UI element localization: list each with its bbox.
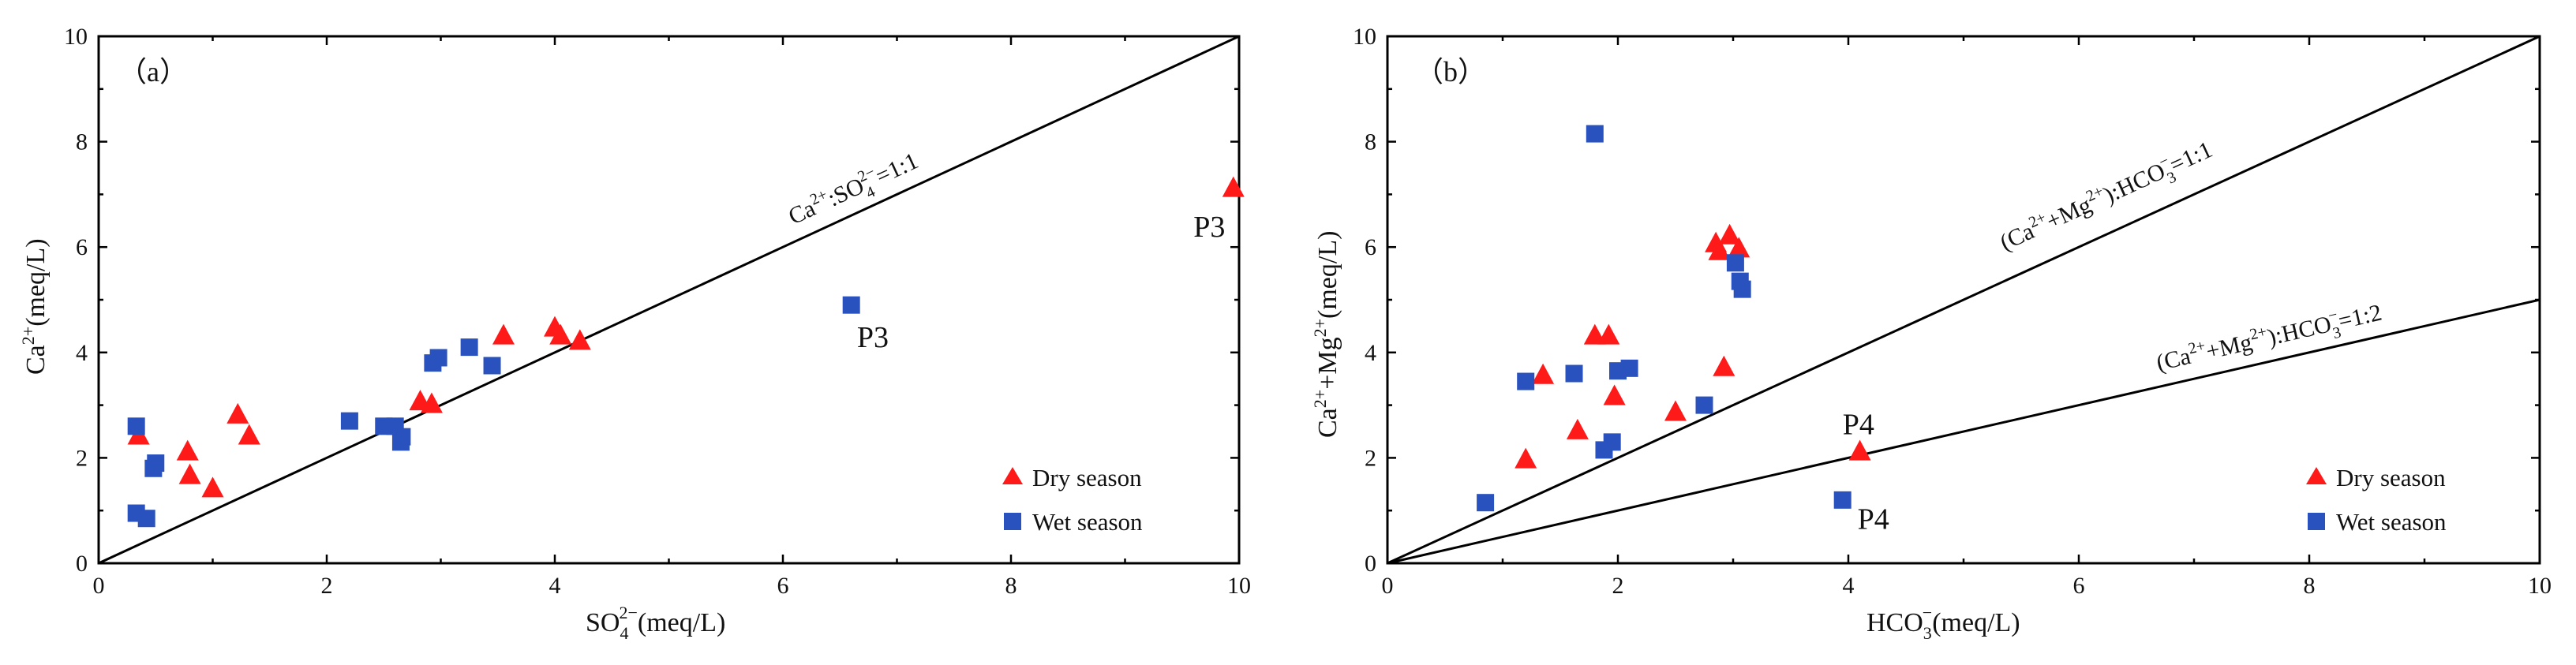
wet-season-point	[1695, 396, 1713, 414]
dry-season-point	[1664, 400, 1687, 421]
reference-lines-b	[1387, 35, 2540, 565]
wet-season-point	[483, 357, 501, 375]
wet-season-point	[1833, 491, 1852, 509]
wet-season-point	[1726, 254, 1744, 272]
dry-season-point	[238, 424, 260, 445]
dry-season-point	[1728, 237, 1750, 258]
ticks-a: 0 2 4 6 8 10 0 2 4 6 8 10	[64, 24, 1251, 599]
wet-season-point	[1565, 364, 1583, 383]
dry-season-point	[420, 392, 443, 413]
x-tick-label: 6	[777, 573, 789, 599]
wet-season-point	[127, 417, 145, 435]
dry-season-point	[1597, 323, 1620, 345]
dry-season-point	[1603, 384, 1626, 405]
dry-season-point	[1515, 447, 1537, 469]
dry-season-point	[178, 463, 201, 484]
x-axis-label-a: SO42−(meq/L)	[586, 603, 725, 643]
annotation-p4-wet: P4	[1858, 503, 1889, 536]
wet-season-point	[842, 296, 860, 314]
wet-season-point	[340, 412, 358, 430]
y-tick-label: 10	[64, 24, 88, 50]
y-tick-label: 0	[76, 551, 88, 577]
wet-season-point	[137, 510, 155, 528]
wet-season-point	[1603, 433, 1621, 451]
reference-lines-a	[98, 35, 1240, 565]
dry-season-point	[1708, 239, 1731, 260]
dry-season-point	[1222, 176, 1245, 197]
x-tick-label: 4	[549, 573, 561, 599]
dry-season-point	[176, 439, 199, 461]
ratio-label-b-1to2: (Ca2++Mg2+):HCO3−=1:2	[2153, 297, 2385, 383]
wet-season-point	[1517, 372, 1535, 390]
dry-season-point	[1532, 363, 1555, 384]
dry-season-point	[1713, 355, 1735, 376]
wet-season-point	[393, 428, 411, 446]
points-b	[1477, 125, 1871, 512]
dry-season-point	[201, 476, 224, 498]
legend-a: Dry season Wet season	[1002, 464, 1143, 536]
ratio-line-1to1	[1387, 35, 2540, 565]
x-tick-label: 4	[1843, 573, 1855, 599]
y-tick-label: 8	[1365, 129, 1376, 155]
x-tick-label: 10	[1227, 573, 1251, 599]
y-tick-label: 2	[76, 445, 88, 471]
wet-season-point	[460, 338, 478, 357]
dry-season-point	[1583, 323, 1606, 345]
panel-label-b: （b）	[1415, 56, 1486, 88]
dry-season-point	[1566, 418, 1589, 439]
y-axis-label-b: Ca2++Mg2+(meq/L)	[1310, 231, 1342, 438]
x-tick-label: 2	[321, 573, 333, 599]
dry-season-point	[492, 323, 515, 345]
legend-b: Dry season Wet season	[2306, 464, 2447, 536]
y-tick-label: 4	[76, 340, 88, 366]
x-tick-label: 0	[1382, 573, 1394, 599]
wet-season-point	[147, 454, 165, 473]
annotation-p4-dry: P4	[1843, 408, 1874, 441]
y-tick-label: 0	[1365, 551, 1376, 577]
y-tick-label: 6	[1365, 234, 1376, 260]
legend-dry-label: Dry season	[1032, 464, 1142, 491]
y-tick-label: 10	[1353, 24, 1376, 50]
dry-season-point	[1718, 223, 1741, 245]
legend-wet-label: Wet season	[2336, 508, 2447, 536]
wet-season-point	[1477, 494, 1495, 512]
points-a	[127, 176, 1245, 528]
dry-season-point	[1848, 439, 1871, 461]
annotation-p3-wet: P3	[857, 321, 889, 354]
legend-wet-label: Wet season	[1032, 508, 1143, 536]
x-tick-label: 2	[1612, 573, 1624, 599]
y-tick-label: 2	[1365, 445, 1376, 471]
wet-season-point	[1586, 125, 1604, 143]
panel-label-a: （a）	[118, 56, 188, 88]
ratio-line-1to2	[1387, 298, 2540, 565]
y-tick-label: 8	[76, 129, 88, 155]
x-tick-label: 8	[1005, 573, 1017, 599]
dry-season-point	[227, 402, 249, 424]
legend-dry-marker	[1002, 467, 1023, 484]
wet-season-point	[429, 349, 447, 367]
x-tick-label: 6	[2073, 573, 2085, 599]
y-axis-label-a: Ca2+(meq/L)	[18, 238, 51, 375]
legend-dry-marker	[2306, 467, 2327, 484]
wet-season-point	[1733, 280, 1751, 298]
y-tick-label: 6	[76, 234, 88, 260]
dry-season-point	[568, 329, 591, 350]
y-tick-label: 4	[1365, 340, 1376, 366]
x-tick-label: 8	[2304, 573, 2316, 599]
x-tick-label: 0	[93, 573, 105, 599]
wet-season-point	[1620, 359, 1638, 377]
dry-season-point	[549, 323, 572, 345]
x-axis-label-b: HCO3−(meq/L)	[1866, 603, 2020, 643]
annotation-p3-dry: P3	[1193, 211, 1225, 244]
legend-wet-marker	[2308, 513, 2325, 530]
legend-dry-label: Dry season	[2336, 464, 2446, 491]
ratio-line-1to1	[98, 35, 1240, 565]
x-tick-label: 10	[2528, 573, 2552, 599]
legend-wet-marker	[1004, 513, 1021, 530]
ticks-b: 0 2 4 6 8 10 0 2 4 6 8 10	[1353, 24, 2552, 599]
